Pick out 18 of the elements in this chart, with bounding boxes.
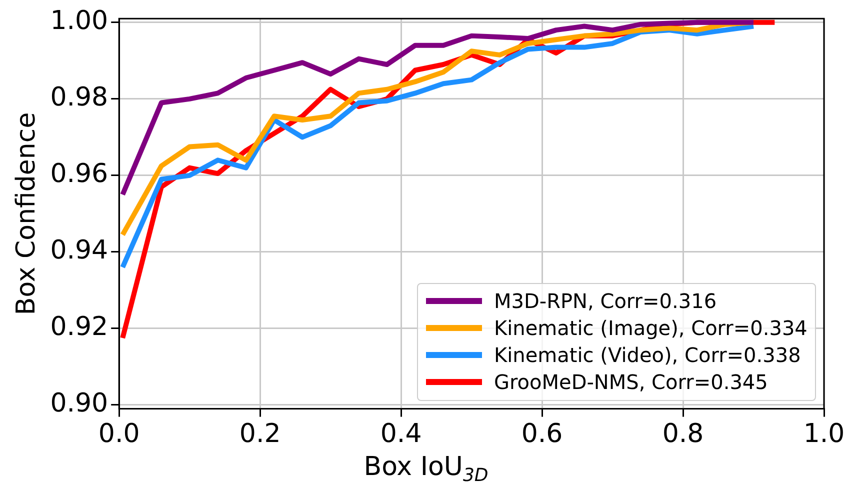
x-tick-label: 1.0 bbox=[803, 419, 845, 450]
y-tick-label: 0.92 bbox=[50, 312, 108, 342]
x-tick-label: 0.0 bbox=[98, 419, 140, 450]
x-tick-label: 0.4 bbox=[380, 419, 422, 450]
legend-label: Kinematic (Image), Corr=0.334 bbox=[494, 316, 808, 340]
legend-label: Kinematic (Video), Corr=0.338 bbox=[494, 343, 801, 368]
y-axis-title: Box Confidence bbox=[11, 112, 42, 316]
legend-label: GrooMeD-NMS, Corr=0.345 bbox=[494, 370, 768, 394]
x-tick-label: 0.2 bbox=[239, 419, 281, 450]
y-tick-label: 0.94 bbox=[50, 236, 108, 266]
y-tick-label: 0.96 bbox=[50, 159, 108, 190]
y-tick-label: 0.90 bbox=[50, 388, 108, 419]
legend-label: M3D-RPN, Corr=0.316 bbox=[494, 289, 717, 314]
y-tick-label: 0.98 bbox=[50, 82, 108, 113]
x-tick-label: 0.8 bbox=[662, 419, 704, 450]
x-tick-label: 0.6 bbox=[521, 419, 563, 450]
y-tick-label: 1.00 bbox=[50, 6, 108, 36]
x-axis-title: Box IoU$_{3D}$ bbox=[362, 452, 490, 486]
